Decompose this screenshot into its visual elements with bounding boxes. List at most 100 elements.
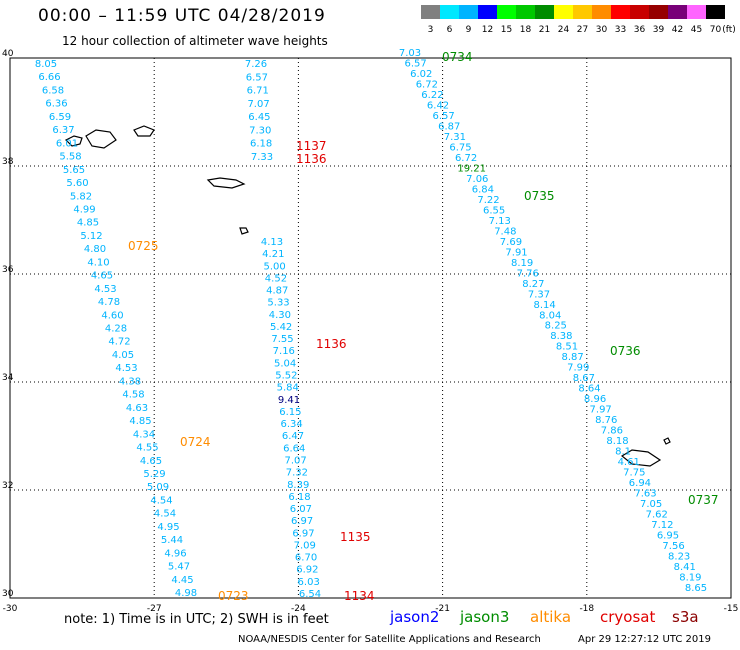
legend-swatch — [497, 5, 516, 19]
wave-height-map: -30 -27 -24 -21 -18 -15 40 38 36 34 32 30 8.05 6.66 6.… — [2, 48, 738, 612]
swh-value: 6.18 — [250, 139, 272, 150]
legend-swatch — [421, 5, 440, 19]
swh-value: 6.01 — [56, 138, 78, 149]
swh-value: 7.07 — [247, 99, 269, 110]
swh-value: 7.55 — [271, 334, 293, 345]
swh-value: 7.07 — [284, 455, 306, 466]
legend-label: 27 — [577, 25, 588, 35]
legend-swatch — [459, 5, 478, 19]
swh-value: 4.28 — [105, 324, 127, 335]
swh-value: 8.23 — [668, 552, 690, 563]
legend-swatch — [516, 5, 535, 19]
swh-value: 6.37 — [52, 125, 74, 136]
credit-text: NOAA/NESDIS Center for Satellite Applica… — [238, 634, 541, 645]
swh-value: 5.84 — [277, 383, 299, 394]
swh-value: 4.65 — [140, 456, 162, 467]
swh-value: 6.84 — [472, 184, 494, 195]
island-outline — [133, 125, 155, 137]
legend-swatch — [668, 5, 687, 19]
swh-value: 4.65 — [91, 271, 113, 282]
swh-value: 7.03 — [399, 48, 421, 59]
swh-value: 5.65 — [63, 165, 85, 176]
legend-swatch — [573, 5, 592, 19]
swh-value: 6.02 — [410, 69, 432, 80]
generated-timestamp: Apr 29 12:27:12 UTC 2019 — [578, 634, 711, 645]
swh-value: 6.58 — [42, 85, 64, 96]
swh-value: 4.54 — [150, 495, 172, 506]
swh-value: 7.32 — [286, 468, 308, 479]
swh-value: 6.15 — [279, 407, 301, 418]
swh-value: 4.21 — [262, 249, 284, 260]
time-label: 0734 — [442, 50, 473, 64]
page-subtitle: 12 hour collection of altimeter wave hei… — [62, 34, 328, 48]
swh-value: 6.71 — [247, 86, 269, 97]
island-outline — [620, 449, 662, 467]
swh-value: 6.87 — [438, 121, 460, 132]
swh-value: 6.92 — [296, 565, 318, 576]
footer-note: note: 1) Time is in UTC; 2) SWH is in fe… — [64, 612, 329, 627]
swh-value: 6.45 — [248, 112, 270, 123]
swh-value: 4.38 — [119, 376, 141, 387]
swh-value: 7.63 — [634, 489, 656, 500]
swh-value: 7.48 — [494, 226, 516, 237]
legend-swatch — [592, 5, 611, 19]
page-title: 00:00 – 11:59 UTC 04/28/2019 — [38, 6, 326, 26]
swh-value: 7.76 — [517, 268, 539, 279]
swh-value: 4.99 — [73, 204, 95, 215]
swh-value: 8.25 — [545, 321, 567, 332]
legend-swatch — [687, 5, 706, 19]
island-outline — [64, 135, 83, 147]
y-tick-label: 32 — [2, 481, 13, 491]
legend-label: 42 — [672, 25, 683, 35]
y-tick-label: 36 — [2, 265, 14, 275]
legend-label: 33 — [615, 25, 626, 35]
y-tick-label: 40 — [2, 49, 14, 59]
swh-value: 6.36 — [45, 99, 67, 110]
swh-value: 6.59 — [49, 112, 71, 123]
swh-value: 4.61 — [618, 457, 640, 468]
swh-value: 6.34 — [281, 419, 303, 430]
swh-value: 6.18 — [288, 492, 310, 503]
swh-value: 4.52 — [265, 273, 287, 284]
swh-value: 4.95 — [157, 522, 179, 533]
swh-value: 6.57 — [433, 111, 455, 122]
map-frame — [9, 57, 732, 599]
swh-value: 7.06 — [466, 174, 488, 185]
legend-label: 3 — [428, 25, 434, 35]
swh-value: 19.21 — [457, 163, 486, 174]
swh-value: 4.55 — [136, 443, 158, 454]
swh-value: 5.00 — [263, 261, 285, 272]
legend-label: 6 — [447, 25, 453, 35]
x-tick-label: -21 — [435, 604, 450, 612]
swh-value: 7.05 — [640, 499, 662, 510]
swh-value: 8.41 — [674, 562, 696, 573]
swh-value: 4.60 — [101, 310, 123, 321]
swh-value: 8.18 — [606, 436, 628, 447]
swh-value: 7.97 — [590, 405, 612, 416]
swh-value: 7.37 — [528, 289, 550, 300]
swh-value: 4.96 — [164, 548, 186, 559]
swh-value: 4.53 — [94, 284, 116, 295]
x-tick-label: -30 — [3, 604, 18, 612]
swh-value: 6.72 — [416, 79, 438, 90]
swh-value: 6.95 — [657, 531, 679, 542]
swh-value: 8.04 — [539, 310, 561, 321]
swh-value: 7.09 — [294, 540, 316, 551]
swh-value: 4.80 — [84, 244, 106, 255]
swh-value: 5.52 — [275, 371, 297, 382]
legend-swatch — [649, 5, 668, 19]
swh-value: 6.97 — [292, 528, 314, 539]
mission-label-jason2: jason2 — [390, 608, 440, 626]
swh-value: 8.67 — [573, 373, 595, 384]
legend-label: 70 — [710, 25, 722, 35]
swh-value: 9.41 — [278, 395, 300, 406]
time-label: 1137 — [296, 139, 327, 153]
swh-value: 6.66 — [38, 72, 60, 83]
swh-value: 5.33 — [267, 298, 289, 309]
swh-value: 7.62 — [646, 510, 668, 521]
legend-label: 15 — [501, 25, 512, 35]
island-outline — [206, 177, 246, 189]
swh-value: 5.60 — [66, 178, 88, 189]
swh-value: 8.19 — [679, 573, 701, 584]
swh-value: 6.54 — [299, 589, 321, 600]
